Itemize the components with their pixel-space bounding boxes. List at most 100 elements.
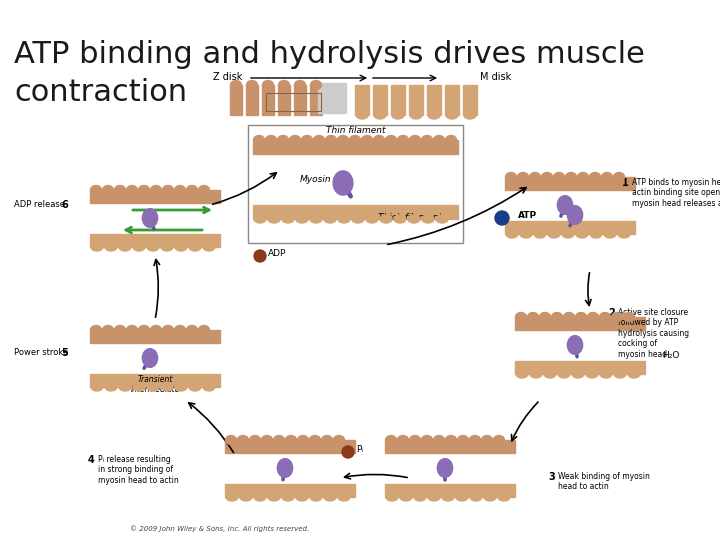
Circle shape — [342, 446, 354, 458]
Ellipse shape — [199, 326, 210, 334]
Text: 6: 6 — [61, 200, 68, 210]
Ellipse shape — [356, 111, 368, 119]
Ellipse shape — [590, 172, 600, 181]
Bar — [90, 190, 220, 203]
Bar — [505, 177, 635, 190]
Text: ATP binds to myosin head;
actin binding site opens;
myosin head releases actin: ATP binds to myosin head; actin binding … — [632, 178, 720, 208]
Ellipse shape — [91, 326, 102, 334]
Bar — [515, 361, 645, 374]
Ellipse shape — [552, 313, 562, 321]
Ellipse shape — [333, 171, 353, 195]
Ellipse shape — [338, 136, 348, 145]
Ellipse shape — [119, 243, 131, 251]
Ellipse shape — [102, 326, 114, 334]
Circle shape — [495, 211, 509, 225]
Bar — [266, 93, 321, 111]
Ellipse shape — [147, 243, 159, 251]
Text: Myosin: Myosin — [300, 176, 332, 185]
Bar — [310, 85, 322, 115]
Ellipse shape — [296, 493, 308, 501]
Ellipse shape — [277, 136, 289, 145]
Text: Z disk: Z disk — [213, 72, 243, 82]
Ellipse shape — [498, 493, 510, 501]
Ellipse shape — [493, 435, 505, 444]
Ellipse shape — [604, 230, 616, 238]
Ellipse shape — [102, 186, 114, 194]
Ellipse shape — [361, 136, 372, 145]
Ellipse shape — [554, 172, 564, 181]
Bar — [90, 374, 220, 387]
Ellipse shape — [572, 370, 584, 378]
Ellipse shape — [324, 493, 336, 501]
Bar — [248, 125, 463, 243]
Ellipse shape — [397, 136, 408, 145]
Text: Thick filament: Thick filament — [378, 213, 442, 221]
Ellipse shape — [530, 370, 542, 378]
Ellipse shape — [437, 458, 453, 477]
Text: ADP release: ADP release — [14, 200, 65, 209]
Ellipse shape — [266, 136, 276, 145]
Ellipse shape — [175, 383, 187, 391]
Ellipse shape — [421, 435, 433, 444]
Ellipse shape — [516, 370, 528, 378]
Text: Active site closure
followed by ATP
hydrolysis causing
cocking of
myosin head: Active site closure followed by ATP hydr… — [618, 308, 689, 359]
Ellipse shape — [310, 80, 322, 90]
Bar — [355, 85, 369, 115]
Ellipse shape — [397, 435, 408, 444]
Ellipse shape — [138, 186, 150, 194]
Ellipse shape — [333, 435, 344, 444]
Ellipse shape — [600, 370, 612, 378]
Bar — [373, 85, 387, 115]
Ellipse shape — [105, 243, 117, 251]
Ellipse shape — [150, 326, 161, 334]
Text: © 2009 John Wiley & Sons, Inc. All rights reserved.: © 2009 John Wiley & Sons, Inc. All right… — [130, 525, 310, 532]
Text: Weak binding of myosin
head to actin: Weak binding of myosin head to actin — [558, 472, 650, 491]
Ellipse shape — [576, 230, 588, 238]
Ellipse shape — [282, 493, 294, 501]
Bar — [385, 440, 515, 453]
Ellipse shape — [567, 336, 582, 354]
Ellipse shape — [600, 313, 611, 321]
Ellipse shape — [421, 136, 433, 145]
Ellipse shape — [349, 136, 361, 145]
Ellipse shape — [601, 172, 613, 181]
Ellipse shape — [294, 80, 305, 90]
Ellipse shape — [114, 186, 125, 194]
Ellipse shape — [628, 370, 640, 378]
Ellipse shape — [254, 215, 266, 223]
Ellipse shape — [161, 383, 173, 391]
Ellipse shape — [186, 326, 197, 334]
Bar — [427, 85, 441, 115]
Ellipse shape — [161, 243, 173, 251]
Ellipse shape — [562, 230, 574, 238]
Ellipse shape — [133, 243, 145, 251]
Text: 4: 4 — [88, 455, 95, 465]
Ellipse shape — [410, 435, 420, 444]
Ellipse shape — [310, 493, 322, 501]
Text: H₂O: H₂O — [662, 350, 680, 360]
Ellipse shape — [174, 326, 186, 334]
Text: Pᵢ release resulting
in strong binding of
myosin head to actin: Pᵢ release resulting in strong binding o… — [98, 455, 179, 485]
Ellipse shape — [565, 172, 577, 181]
Ellipse shape — [544, 370, 556, 378]
Bar — [294, 85, 306, 115]
Bar — [230, 85, 242, 115]
Ellipse shape — [469, 435, 480, 444]
Bar — [225, 440, 355, 453]
Ellipse shape — [410, 111, 422, 119]
Ellipse shape — [518, 172, 528, 181]
Ellipse shape — [119, 383, 131, 391]
Ellipse shape — [464, 111, 476, 119]
Ellipse shape — [433, 136, 444, 145]
Ellipse shape — [114, 326, 125, 334]
Ellipse shape — [226, 493, 238, 501]
Ellipse shape — [325, 136, 336, 145]
Ellipse shape — [414, 493, 426, 501]
Text: M disk: M disk — [480, 72, 511, 82]
Ellipse shape — [380, 215, 392, 223]
Ellipse shape — [611, 313, 623, 321]
Ellipse shape — [366, 215, 378, 223]
Bar — [278, 85, 290, 115]
Ellipse shape — [310, 215, 322, 223]
Text: Power stroke: Power stroke — [14, 348, 68, 357]
